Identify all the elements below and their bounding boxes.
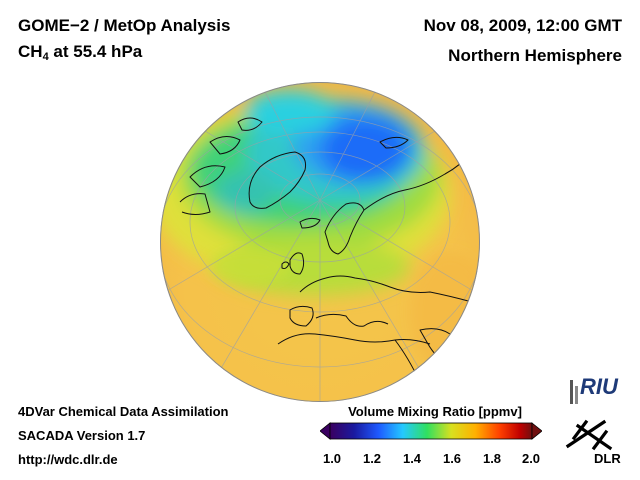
species-subscript: 4 xyxy=(42,51,49,63)
map-subtitle: CH4 at 55.4 hPa xyxy=(18,42,142,63)
colorbar-tick-label: 2.0 xyxy=(521,451,541,466)
concentration-field xyxy=(160,90,450,295)
graticule xyxy=(160,82,480,402)
footer-url: http://wdc.dlr.de xyxy=(18,452,118,467)
globe-map xyxy=(160,82,480,402)
dlr-logo-icon xyxy=(565,419,613,451)
colorbar-over-arrow xyxy=(531,422,542,440)
colorbar-under-arrow xyxy=(320,422,331,440)
pressure-level: at 55.4 hPa xyxy=(48,42,143,61)
riu-logo-text: RIU xyxy=(580,374,618,399)
species-name: CH xyxy=(18,42,43,61)
colorbar-tick-label: 1.8 xyxy=(482,451,502,466)
colorbar-tick-label: 1.2 xyxy=(362,451,382,466)
riu-logo: RIU xyxy=(568,372,628,406)
colorbar-title: Volume Mixing Ratio [ppmv] xyxy=(348,404,522,419)
riu-mark-icon xyxy=(570,380,578,404)
region-label: Northern Hemisphere xyxy=(448,46,622,65)
colorbar-gradient xyxy=(329,422,533,440)
footer-version: SACADA Version 1.7 xyxy=(18,428,146,443)
colorbar-tick-label: 1.6 xyxy=(442,451,462,466)
map-title: GOME−2 / MetOp Analysis xyxy=(18,16,231,35)
colorbar-tick-label: 1.4 xyxy=(402,451,422,466)
dlr-logo-text: DLR xyxy=(594,451,621,466)
colorbar-tick-label: 1.0 xyxy=(322,451,342,466)
footer-method: 4DVar Chemical Data Assimilation xyxy=(18,404,229,419)
colorbar xyxy=(320,422,542,440)
analysis-date: Nov 08, 2009, 12:00 GMT xyxy=(423,16,622,35)
